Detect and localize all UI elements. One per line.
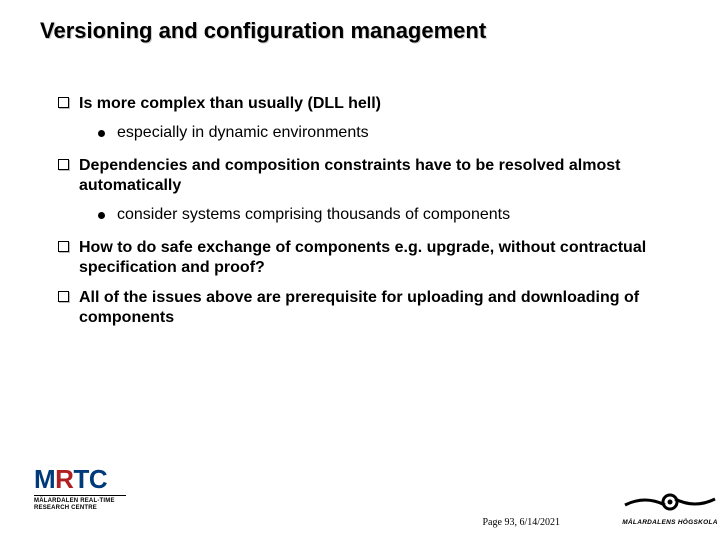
sub-bullet-item: especially in dynamic environments [98,124,680,142]
bullet-text: Dependencies and composition constraints… [79,156,680,196]
sub-bullet-text: especially in dynamic environments [117,124,369,142]
bullet-text: All of the issues above are prerequisite… [79,288,680,328]
mrtc-logo-subtitle: MÄLARDALEN REAL-TIME RESEARCH CENTRE [34,495,126,512]
malardalens-logo: MÄLARDALENS HÖGSKOLA [620,487,720,526]
slide: Versioning and configuration management … [0,0,720,540]
sub-bullet-item: consider systems comprising thousands of… [98,206,680,224]
bullet-item: Is more complex than usually (DLL hell) [58,94,680,114]
slide-footer: MRTC MÄLARDALEN REAL-TIME RESEARCH CENTR… [0,462,720,540]
mrtc-logo-text: MRTC [34,466,107,492]
bullet-item: All of the issues above are prerequisite… [58,288,680,328]
bullet-item: How to do safe exchange of components e.… [58,238,680,278]
square-bullet-icon [58,241,69,252]
bullet-text: Is more complex than usually (DLL hell) [79,94,381,114]
square-bullet-icon [58,291,69,302]
dot-bullet-icon [98,130,105,137]
content-area: Is more complex than usually (DLL hell) … [40,94,680,328]
slide-title: Versioning and configuration management [40,18,680,44]
mrtc-logo: MRTC MÄLARDALEN REAL-TIME RESEARCH CENTR… [34,466,126,512]
bullet-text: How to do safe exchange of components e.… [79,238,680,278]
page-number: Page 93, 6/14/2021 [483,517,561,528]
bullet-item: Dependencies and composition constraints… [58,156,680,196]
square-bullet-icon [58,159,69,170]
dot-bullet-icon [98,212,105,219]
malardalens-logo-icon [620,487,720,517]
square-bullet-icon [58,97,69,108]
sub-bullet-text: consider systems comprising thousands of… [117,206,510,224]
malardalens-logo-text: MÄLARDALENS HÖGSKOLA [622,519,718,526]
